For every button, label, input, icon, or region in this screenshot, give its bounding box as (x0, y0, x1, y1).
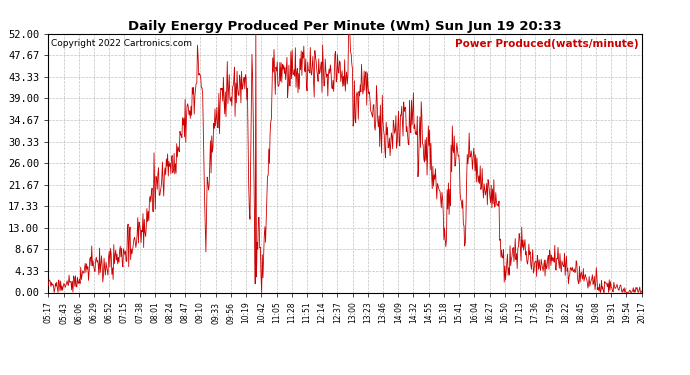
Text: Power Produced(watts/minute): Power Produced(watts/minute) (455, 39, 639, 49)
Text: Copyright 2022 Cartronics.com: Copyright 2022 Cartronics.com (51, 39, 193, 48)
Title: Daily Energy Produced Per Minute (Wm) Sun Jun 19 20:33: Daily Energy Produced Per Minute (Wm) Su… (128, 20, 562, 33)
